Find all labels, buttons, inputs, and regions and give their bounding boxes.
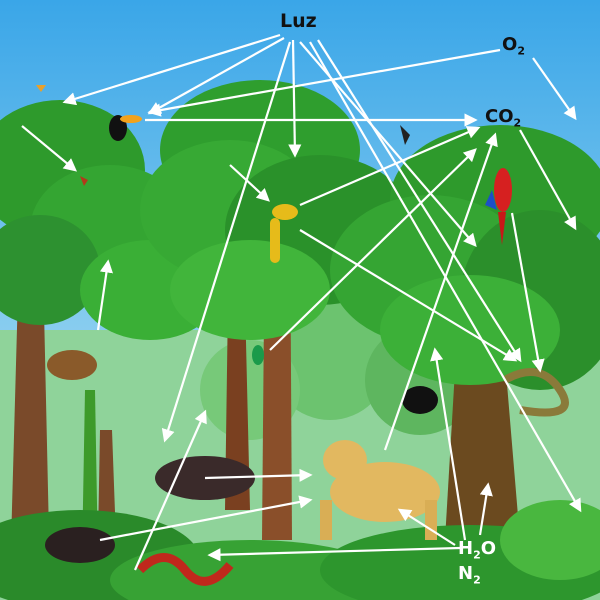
monkey	[270, 204, 298, 263]
arrow-water-3	[478, 482, 493, 536]
arrow-tapir	[204, 468, 313, 482]
jaguar	[320, 440, 440, 540]
sloth	[47, 350, 97, 380]
arrow-o2-2	[532, 57, 577, 121]
arrow-light-2	[147, 37, 285, 115]
nitrogen-label: N2	[458, 563, 481, 587]
arrow-monkey-co2	[299, 126, 481, 207]
boar	[45, 527, 115, 563]
arrow-snake	[133, 409, 207, 571]
arrow-up-co2-2	[383, 132, 498, 451]
arrow-light-7	[317, 39, 522, 363]
arrow-light-1	[62, 33, 281, 106]
arrow-o2-1	[147, 48, 501, 117]
arrows	[21, 33, 582, 571]
water-label: H2O	[458, 538, 497, 562]
boa	[503, 368, 569, 417]
quetzal	[252, 345, 264, 365]
arrow-up-co2-1	[269, 148, 477, 351]
arrow-co2-to-canopy	[519, 129, 577, 231]
arrow-parrot	[510, 212, 545, 373]
light-label: Luz	[280, 10, 317, 32]
co2-label: CO2	[485, 106, 522, 130]
oxygen-label: O2	[502, 34, 525, 58]
arrow-boar	[99, 495, 313, 542]
arrow-water-2	[430, 347, 467, 541]
arrow-leaf-1	[21, 125, 78, 172]
arrow-water-4	[397, 508, 456, 546]
arrow-light-4	[161, 41, 292, 443]
toucan	[109, 115, 142, 141]
arrow-sloth	[96, 259, 113, 331]
snake	[136, 553, 234, 586]
arrow-monkey-down	[299, 229, 518, 362]
parrot	[485, 168, 512, 245]
arrow-water-1	[207, 546, 461, 562]
arrow-light-3	[288, 39, 302, 158]
black-monkey	[402, 386, 438, 414]
butterflies	[36, 85, 410, 186]
arrow-monkey-branch	[229, 164, 270, 202]
